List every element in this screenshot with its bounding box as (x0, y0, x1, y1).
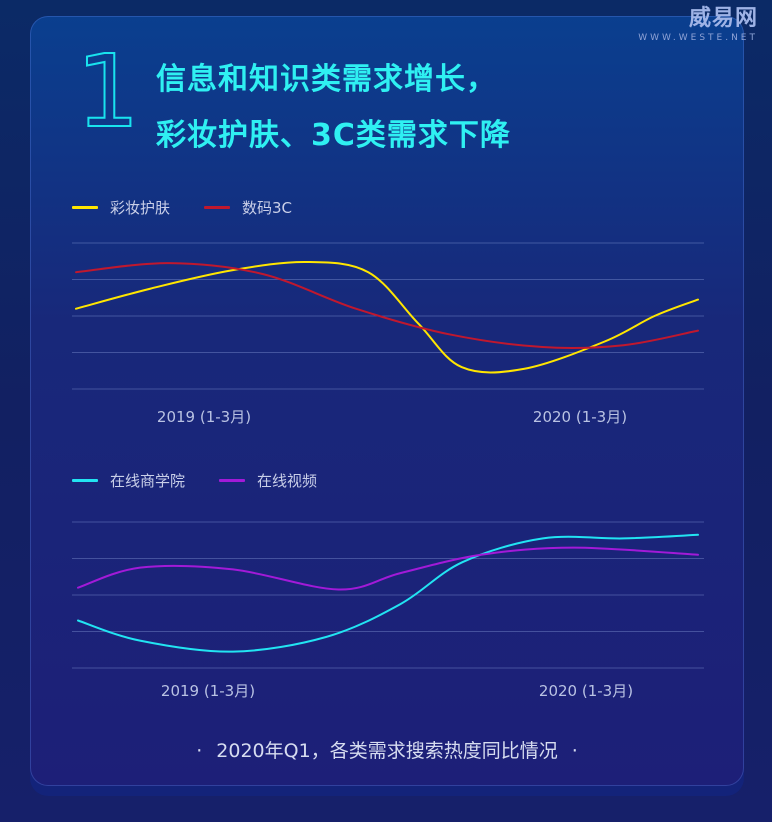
legend-item-business-school: 在线商学院 (72, 470, 185, 491)
chart1-series-line-0 (75, 260, 699, 374)
brand-name: 威易网 (688, 6, 758, 31)
legend-swatch-video (219, 479, 246, 482)
chart2-series-line-1 (77, 546, 699, 591)
caption-dot-left: · (196, 740, 203, 762)
chart1-x-tick-label: 2019 (1-3月) (157, 408, 251, 426)
chart1-legend: 彩妆护肤 数码3C (72, 197, 326, 218)
legend-item-makeup: 彩妆护肤 (72, 197, 170, 218)
chart2-x-tick-label: 2020 (1-3月) (539, 682, 633, 700)
chart2-line-chart: 2019 (1-3月) 2020 (1-3月) (72, 521, 704, 700)
legend-item-digital: 数码3C (204, 197, 292, 218)
legend-label-video: 在线视频 (257, 472, 318, 490)
caption-text: 2020年Q1，各类需求搜索热度同比情况 (216, 740, 558, 762)
chart1-series-line-1 (75, 262, 699, 349)
brand-url: WWW.WESTE.NET (638, 33, 758, 43)
legend-swatch-digital (204, 206, 231, 209)
chart2-x-tick-label: 2019 (1-3月) (161, 682, 255, 700)
caption-dot-right: · (571, 740, 578, 762)
title-line-2: 彩妆护肤、3C类需求下降 (156, 118, 511, 153)
legend-swatch-makeup (72, 206, 98, 209)
legend-swatch-business-school (72, 479, 98, 482)
page-title: 信息和知识类需求增长， 彩妆护肤、3C类需求下降 (156, 52, 511, 164)
chart1-line-chart: 2019 (1-3月) 2020 (1-3月) (72, 242, 704, 426)
chart1-x-tick-label: 2020 (1-3月) (533, 408, 627, 426)
section-number: 1 (75, 33, 141, 150)
legend-label-business-school: 在线商学院 (110, 472, 186, 490)
legend-label-makeup: 彩妆护肤 (110, 199, 171, 217)
chart2-series-line-0 (77, 533, 699, 653)
legend-label-digital: 数码3C (242, 199, 293, 217)
chart2-legend: 在线商学院 在线视频 (72, 470, 351, 491)
title-line-1: 信息和知识类需求增长， (156, 62, 497, 97)
infographic-card (30, 16, 744, 786)
chart-caption: · 2020年Q1，各类需求搜索热度同比情况 · (30, 736, 744, 763)
legend-item-video: 在线视频 (219, 470, 317, 491)
brand-logo: 威易网 WWW.WESTE.NET (638, 6, 758, 44)
